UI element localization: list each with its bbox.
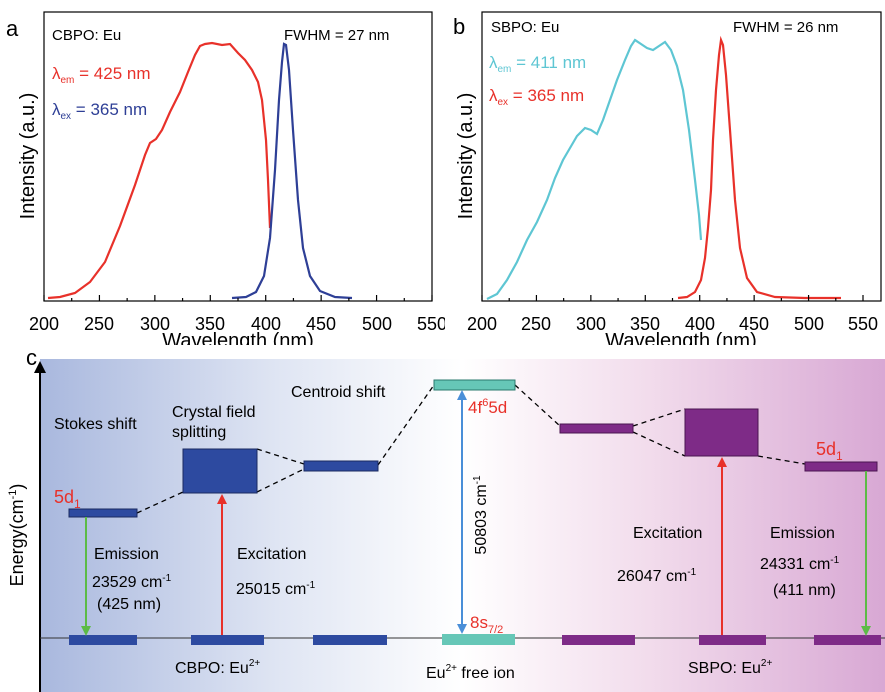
free-ion-gap-value: 50803 cm-1 bbox=[472, 475, 490, 555]
panel-a-chart: a CBPO: Eu FWHM = 27 nm λem = 425 nm λex… bbox=[6, 11, 445, 345]
connector bbox=[757, 455, 806, 465]
panel-a-lambda-ex: λex = 365 nm bbox=[52, 100, 147, 122]
x-tick-label: 250 bbox=[84, 314, 114, 334]
free-ion-8s-label: 8s7/2 bbox=[470, 613, 503, 636]
x-tick-label: 500 bbox=[362, 314, 392, 334]
sbpo-emission-value: 24331 cm-1 bbox=[760, 555, 840, 573]
x-tick-label: 300 bbox=[140, 314, 170, 334]
cbpo-excitation-value: 25015 cm-1 bbox=[236, 580, 316, 598]
sbpo-ground-level-3 bbox=[814, 635, 881, 645]
x-tick-label: 200 bbox=[29, 314, 59, 334]
connector bbox=[377, 384, 435, 466]
panel-b-chart: b SBPO: Eu FWHM = 26 nm λem = 411 nm λex… bbox=[453, 11, 882, 345]
x-tick-label: 250 bbox=[521, 314, 551, 334]
panel-a-x-ticks bbox=[43, 295, 433, 301]
free-ion-ground-level bbox=[442, 634, 515, 645]
cbpo-emission-label: Emission bbox=[94, 546, 159, 563]
panel-b-lambda-ex: λex = 365 nm bbox=[489, 86, 584, 108]
panel-a-excitation-curve bbox=[47, 41, 272, 300]
x-tick-label: 200 bbox=[467, 314, 497, 334]
panel-a-x-axis-label: Wavelength (nm) bbox=[162, 330, 314, 345]
cbpo-crystal-field-box bbox=[182, 448, 258, 494]
sbpo-excitation-label: Excitation bbox=[633, 525, 702, 542]
panel-b-excitation-curve bbox=[486, 38, 703, 300]
crystal-field-label-line2: splitting bbox=[172, 424, 226, 441]
centroid-shift-label: Centroid shift bbox=[291, 384, 386, 401]
x-tick-label: 400 bbox=[251, 314, 281, 334]
x-tick-label: 350 bbox=[195, 314, 225, 334]
cbpo-centroid-level bbox=[303, 460, 379, 472]
panel-c-letter: c bbox=[26, 345, 37, 370]
sbpo-centroid-level bbox=[559, 423, 634, 434]
x-tick-label: 500 bbox=[794, 314, 824, 334]
panel-b-fwhm: FWHM = 26 nm bbox=[733, 19, 838, 36]
cbpo-excitation-label: Excitation bbox=[237, 546, 306, 563]
panel-b-x-axis-label: Wavelength (nm) bbox=[605, 330, 757, 345]
cbpo-ground-level-2 bbox=[191, 635, 264, 645]
x-tick-label: 300 bbox=[576, 314, 606, 334]
panel-c-energy-diagram: c Energy(cm-1) Stokes shift Crystal fiel… bbox=[7, 345, 885, 692]
x-tick-label: 400 bbox=[685, 314, 715, 334]
stokes-shift-label: Stokes shift bbox=[54, 416, 137, 433]
sbpo-ground-level-2 bbox=[699, 635, 766, 645]
connector bbox=[632, 408, 686, 427]
sbpo-5d1-level bbox=[804, 461, 878, 472]
cbpo-bottom-label: CBPO: Eu2+ bbox=[175, 658, 260, 677]
panel-b-x-ticks bbox=[481, 295, 864, 301]
cbpo-5d1-label: 5d1 bbox=[54, 487, 81, 511]
panel-a-letter: a bbox=[6, 16, 19, 41]
x-tick-label: 450 bbox=[306, 314, 336, 334]
x-tick-label: 550 bbox=[417, 314, 445, 334]
panel-a-frame bbox=[43, 11, 433, 302]
panel-b-y-axis-label: Intensity (a.u.) bbox=[455, 93, 477, 220]
connector bbox=[632, 431, 686, 457]
panel-b-lambda-em: λem = 411 nm bbox=[489, 53, 586, 75]
panel-a-sample-label: CBPO: Eu bbox=[52, 27, 121, 44]
panel-a-y-axis-label: Intensity (a.u.) bbox=[17, 93, 39, 220]
free-ion-4f5d-label: 4f65d bbox=[468, 397, 507, 417]
sbpo-emission-label: Emission bbox=[770, 525, 835, 542]
cbpo-5d1-level bbox=[68, 508, 138, 518]
cbpo-emission-value: 23529 cm-1 bbox=[92, 573, 172, 591]
free-ion-4f5d-level bbox=[433, 379, 516, 391]
panel-a-fwhm: FWHM = 27 nm bbox=[284, 27, 389, 44]
sbpo-ground-level-1 bbox=[562, 635, 635, 645]
sbpo-excitation-value: 26047 cm-1 bbox=[617, 567, 697, 585]
panel-b-sample-label: SBPO: Eu bbox=[491, 19, 559, 36]
panel-a-emission-curve bbox=[231, 42, 353, 300]
sbpo-bottom-label: SBPO: Eu2+ bbox=[688, 658, 772, 677]
panel-b-letter: b bbox=[453, 14, 465, 39]
x-tick-label: 450 bbox=[739, 314, 769, 334]
crystal-field-label-line1: Crystal field bbox=[172, 404, 256, 421]
panel-b-x-tick-labels: 200 250 300 350 400 450 500 550 bbox=[467, 314, 878, 334]
dashed-connectors bbox=[136, 384, 806, 514]
energy-axis-label: Energy(cm-1) bbox=[7, 484, 27, 587]
x-tick-label: 550 bbox=[848, 314, 878, 334]
panel-a-lambda-em: λem = 425 nm bbox=[52, 64, 150, 86]
sbpo-crystal-field-box bbox=[684, 408, 759, 457]
panel-b-emission-curve bbox=[677, 35, 841, 300]
connector bbox=[514, 384, 561, 427]
free-ion-bottom-label: Eu2+ free ion bbox=[426, 663, 515, 682]
sbpo-emission-nm: (411 nm) bbox=[773, 582, 836, 599]
panel-b-frame bbox=[481, 11, 882, 302]
x-tick-label: 350 bbox=[630, 314, 660, 334]
panel-a-x-tick-labels: 200 250 300 350 400 450 500 550 bbox=[29, 314, 445, 334]
cbpo-ground-level-3 bbox=[313, 635, 387, 645]
cbpo-ground-level-1 bbox=[69, 635, 137, 645]
sbpo-5d1-label: 5d1 bbox=[816, 439, 843, 463]
cbpo-emission-nm: (425 nm) bbox=[97, 596, 161, 613]
